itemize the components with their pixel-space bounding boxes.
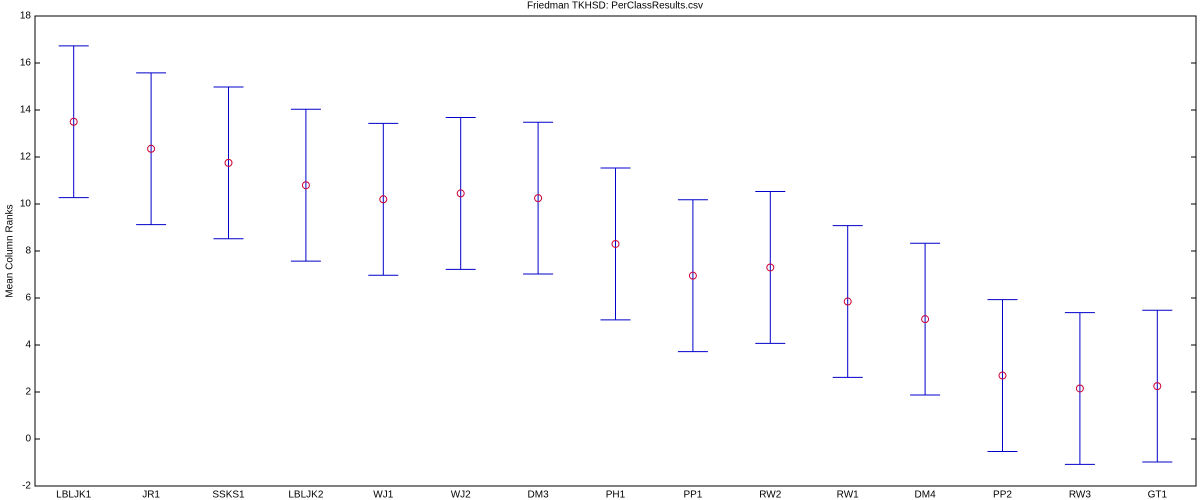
y-tick-label: 18 bbox=[20, 11, 32, 22]
mean-marker bbox=[921, 315, 930, 324]
mean-marker bbox=[1153, 382, 1162, 391]
x-tick-label: LBLJK2 bbox=[288, 490, 323, 500]
y-tick-label: -2 bbox=[22, 481, 31, 492]
x-tick-label: LBLJK1 bbox=[56, 490, 91, 500]
mean-marker bbox=[1075, 384, 1084, 393]
y-tick-label: 12 bbox=[20, 152, 32, 163]
y-tick-label: 0 bbox=[25, 434, 31, 445]
x-tick-label: WJ2 bbox=[451, 490, 471, 500]
error-bar bbox=[755, 191, 786, 344]
error-bar bbox=[1142, 309, 1173, 463]
y-tick-label: 2 bbox=[25, 387, 31, 398]
error-bar bbox=[523, 121, 554, 275]
x-tick-label: RW1 bbox=[837, 490, 859, 500]
y-tick-label: 6 bbox=[25, 293, 31, 304]
y-tick-label: 10 bbox=[20, 199, 32, 210]
mean-marker bbox=[534, 194, 543, 203]
mean-marker bbox=[147, 144, 156, 153]
mean-marker bbox=[224, 158, 233, 167]
error-bar bbox=[1064, 312, 1095, 465]
x-tick-label: RW3 bbox=[1069, 490, 1091, 500]
x-tick-label: GT1 bbox=[1148, 490, 1168, 500]
mean-marker bbox=[379, 195, 388, 204]
error-bar bbox=[213, 86, 244, 240]
error-bar bbox=[910, 242, 941, 396]
y-tick-label: 8 bbox=[25, 246, 31, 257]
x-tick-label: PH1 bbox=[606, 490, 626, 500]
x-tick-label: DM4 bbox=[915, 490, 937, 500]
mean-marker bbox=[998, 371, 1007, 380]
error-bar bbox=[987, 299, 1018, 452]
x-tick-label: PP2 bbox=[993, 490, 1012, 500]
chart-title: Friedman TKHSD: PerClassResults.csv bbox=[527, 1, 703, 12]
mean-marker bbox=[301, 181, 310, 190]
mean-marker bbox=[766, 263, 775, 272]
x-tick-label: JR1 bbox=[142, 490, 160, 500]
y-axis-label: Mean Column Ranks bbox=[5, 204, 16, 297]
y-tick-label: 16 bbox=[20, 58, 32, 69]
x-tick-label: PP1 bbox=[683, 490, 702, 500]
error-bar bbox=[368, 122, 399, 276]
mean-marker bbox=[456, 189, 465, 198]
error-bar bbox=[832, 225, 863, 378]
mean-marker bbox=[69, 117, 78, 126]
y-tick-label: 14 bbox=[20, 105, 32, 116]
error-bar bbox=[58, 45, 89, 199]
error-bar bbox=[600, 167, 631, 321]
error-bar bbox=[445, 117, 476, 270]
x-tick-label: SSKS1 bbox=[212, 490, 245, 500]
error-bar bbox=[290, 108, 321, 262]
error-bar bbox=[677, 199, 708, 353]
mean-marker bbox=[843, 297, 852, 306]
y-tick-label: 4 bbox=[25, 340, 31, 351]
mean-marker bbox=[688, 271, 697, 280]
x-tick-label: WJ1 bbox=[373, 490, 393, 500]
x-tick-label: RW2 bbox=[759, 490, 781, 500]
error-bar bbox=[136, 72, 167, 226]
mean-marker bbox=[611, 239, 620, 248]
x-tick-label: DM3 bbox=[528, 490, 550, 500]
